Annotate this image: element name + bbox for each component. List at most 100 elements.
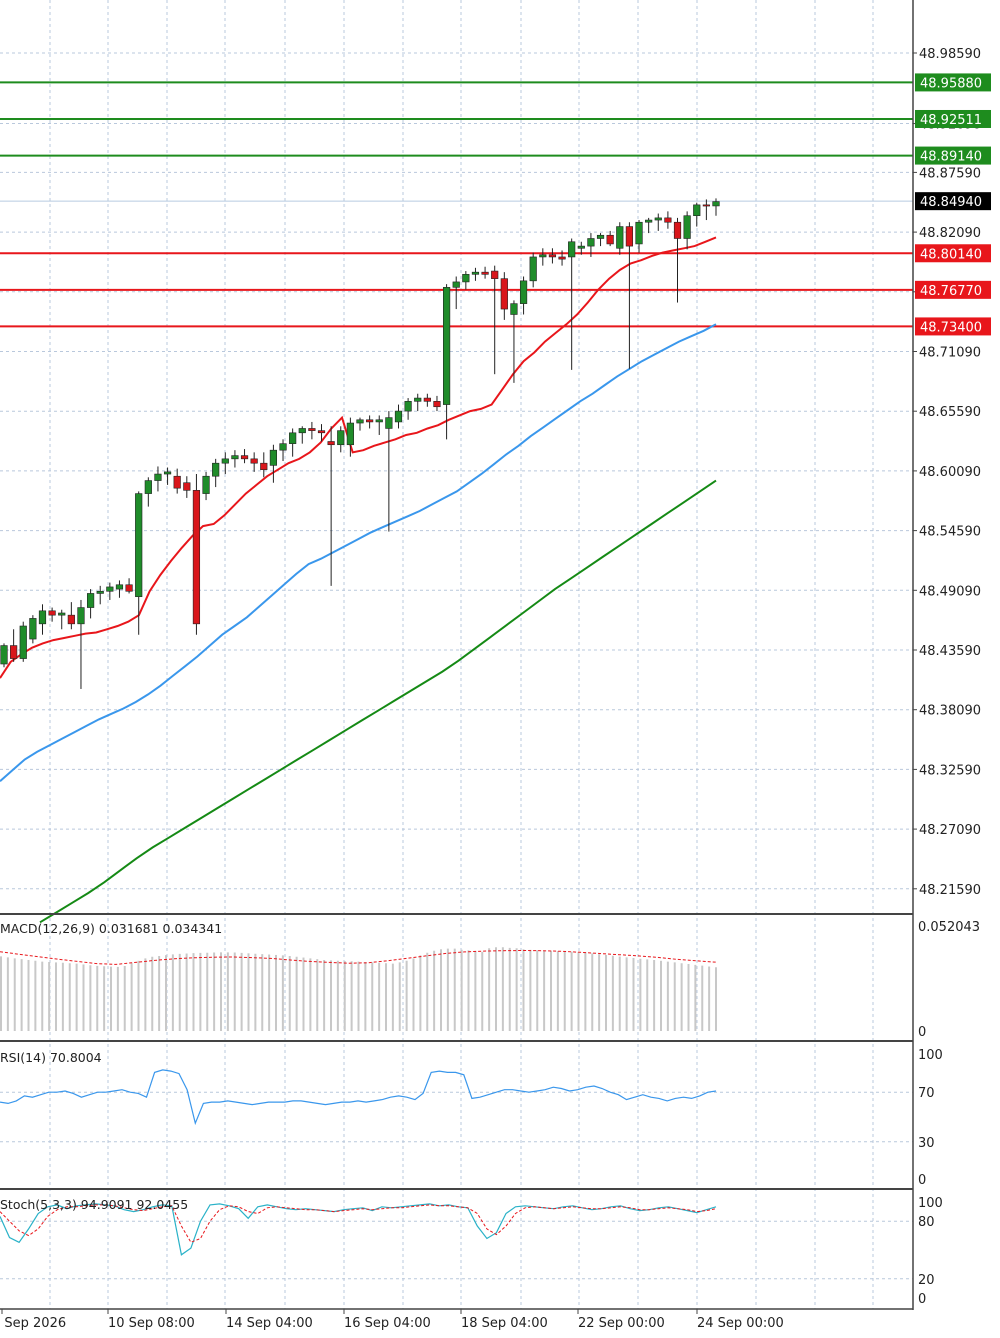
price-tick-label: 48.87590 [919, 166, 981, 181]
candle-bullish [231, 455, 239, 460]
stoch-scale-100: 100 [918, 1196, 943, 1211]
stochastic-panel: Stoch(5,3,3) 94.9091 92.0455 [0, 1197, 717, 1256]
candle-bearish [48, 610, 56, 616]
candle-bearish [491, 270, 499, 279]
candle-bearish [317, 430, 326, 434]
current-price-box [915, 192, 991, 211]
candle-bearish [433, 401, 441, 408]
price-tick-label: 48.21590 [919, 883, 981, 898]
candle-bearish [308, 428, 316, 431]
stoch-k-line [0, 1203, 717, 1256]
rsi-scale-0: 0 [918, 1173, 926, 1188]
stoch-d-line [0, 1204, 717, 1243]
candle-bearish [173, 475, 181, 489]
candle-bearish [192, 490, 201, 625]
candle-bullish [510, 303, 518, 315]
price-tick-label: 48.82090 [919, 226, 981, 241]
stoch-label: Stoch(5,3,3) 94.9091 92.0455 [0, 1197, 188, 1212]
candle-bearish [481, 271, 489, 275]
time-tick-label: 22 Sep 00:00 [578, 1316, 665, 1331]
price-tick-label: 48.60090 [919, 465, 981, 480]
candle-bullish [77, 607, 85, 625]
candle-bullish [529, 256, 537, 282]
candle-bullish [693, 204, 701, 217]
macd-scale-zero: 0 [918, 1025, 926, 1040]
level-label-text: 48.95880 [920, 76, 982, 91]
candle-bearish [558, 256, 566, 260]
time-axis: 8 Sep 2026 10 Sep 08:00 14 Sep 04:00 16 Sep… [0, 1309, 784, 1331]
candlesticks [0, 198, 720, 689]
level-labels: 48.95880 48.92511 48.89140 48.80140 48.76770… [915, 73, 991, 336]
candle-bullish [404, 401, 412, 412]
macd-scale-max: 0.052043 [918, 920, 980, 935]
stoch-scale-80: 80 [918, 1215, 935, 1230]
candle-bearish [702, 204, 710, 207]
moving-average-line [0, 323, 717, 782]
rsi-scale-100: 100 [918, 1048, 943, 1063]
candle-bullish [337, 430, 345, 446]
candle-bullish [58, 612, 66, 616]
level-label-box [915, 280, 991, 299]
candle-bullish [442, 287, 451, 405]
panel-frame [0, 0, 914, 1310]
candle-bearish [673, 221, 682, 239]
candle-bullish [414, 397, 422, 402]
candle-bullish [269, 449, 278, 466]
time-tick-label: 16 Sep 04:00 [344, 1316, 431, 1331]
price-axis: 48.9859048.9209048.8759048.8209048.76590… [913, 47, 981, 898]
candle-bullish [346, 422, 354, 446]
candle-bullish [683, 215, 691, 239]
candle-bullish [29, 618, 37, 640]
candle-bearish [67, 614, 75, 625]
stoch-scale-0: 0 [918, 1292, 926, 1307]
level-label-text: 48.73400 [920, 320, 982, 335]
candle-bullish [452, 281, 460, 288]
candle-bullish [616, 226, 624, 249]
rsi-label: RSI(14) 70.8004 [0, 1050, 102, 1065]
candle-bearish [548, 254, 557, 258]
candle-bearish [423, 397, 431, 402]
price-levels [0, 81, 913, 328]
candle-bullish [0, 645, 8, 665]
candle-bullish [154, 473, 162, 481]
candle-bearish [183, 482, 191, 491]
candle-bullish [462, 274, 470, 283]
candle-bullish [106, 586, 114, 592]
candle-bearish [125, 584, 133, 592]
level-label-box [915, 317, 991, 336]
candle-bearish [625, 226, 634, 247]
rsi-line [0, 1069, 717, 1126]
time-tick-label: 8 Sep 2026 [0, 1316, 66, 1331]
level-label-box [915, 109, 991, 128]
price-tick-label: 48.43590 [919, 644, 981, 659]
candle-bearish [606, 234, 614, 245]
price-tick-label: 48.32590 [919, 763, 981, 778]
candle-bullish [115, 584, 124, 590]
stoch-scale-20: 20 [918, 1273, 935, 1288]
candle-bearish [500, 278, 508, 310]
candle-bullish [519, 280, 528, 304]
candle-bullish [86, 593, 95, 608]
candle-bullish [596, 234, 605, 239]
candle-bullish [635, 221, 643, 245]
indicator-axis: 0.052043 0 100 70 30 0 100 80 20 0 [918, 920, 980, 1307]
candle-bullish [298, 428, 306, 434]
candle-bearish [327, 441, 335, 446]
grid [0, 0, 913, 1309]
candle-bullish [212, 462, 220, 477]
candle-bullish [375, 419, 383, 423]
candle-bullish [38, 610, 47, 625]
rsi-scale-70: 70 [918, 1086, 935, 1101]
candle-bullish [394, 410, 403, 423]
candle-bearish [260, 462, 268, 471]
candle-bullish [587, 238, 595, 247]
candle-bullish [385, 417, 393, 429]
candle-bullish [356, 419, 364, 424]
macd-label: MACD(12,26,9) 0.031681 0.034341 [0, 921, 222, 936]
level-label-box [915, 73, 991, 92]
level-label-text: 48.89140 [920, 150, 982, 165]
candle-bearish [240, 455, 249, 460]
moving-average-line [39, 479, 717, 924]
price-tick-label: 48.27090 [919, 823, 981, 838]
